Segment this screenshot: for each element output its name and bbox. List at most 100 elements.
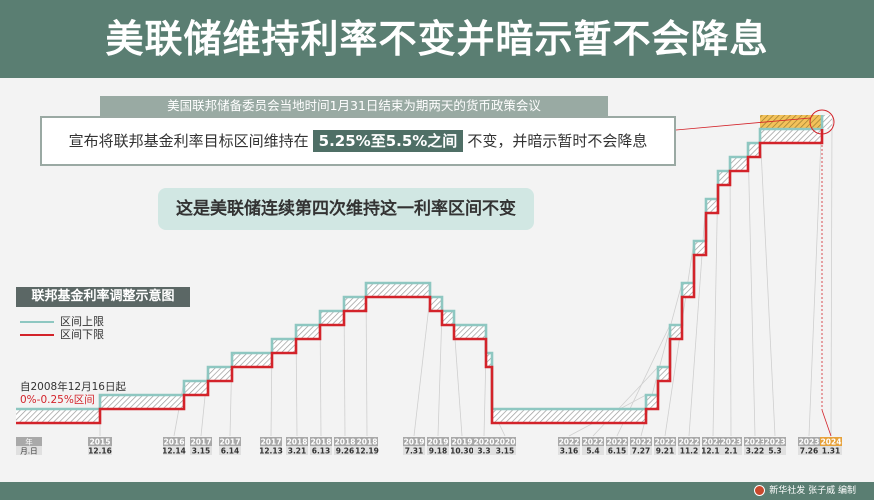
date-tick-label: 12.13 bbox=[259, 447, 283, 456]
year-tick-label: 2020 bbox=[474, 438, 495, 447]
rate-band bbox=[320, 311, 344, 325]
year-tick-label: 2019 bbox=[452, 438, 473, 447]
date-row-header-label: 月.日 bbox=[20, 447, 37, 456]
year-chip bbox=[451, 437, 473, 446]
date-tick-label: 9.18 bbox=[429, 447, 448, 456]
rate-band bbox=[366, 283, 430, 297]
rate-band bbox=[16, 409, 100, 423]
rate-band bbox=[184, 381, 208, 395]
guide-line bbox=[830, 114, 833, 437]
date-tick-label: 12.14 bbox=[701, 447, 725, 456]
year-chip bbox=[678, 437, 700, 446]
date-tick-label: 3.16 bbox=[560, 447, 579, 456]
year-chip bbox=[286, 437, 308, 446]
rate-band bbox=[208, 367, 232, 381]
year-chip bbox=[744, 437, 766, 446]
guide-line bbox=[413, 296, 431, 437]
year-chip bbox=[820, 437, 842, 446]
year-tick-label: 2023 bbox=[799, 438, 820, 447]
rate-band bbox=[748, 143, 760, 157]
rate-band bbox=[296, 325, 320, 339]
legend-lower-label: 区间下限 bbox=[60, 328, 104, 341]
upper-bound-line bbox=[16, 115, 824, 411]
decision-prefix: 宣布将联邦基金利率目标区间维持在 bbox=[68, 132, 309, 150]
date-chip bbox=[356, 446, 378, 455]
date-chip bbox=[820, 446, 842, 455]
date-tick-label: 1.31 bbox=[822, 447, 841, 456]
date-chip bbox=[219, 446, 241, 455]
date-chip bbox=[654, 446, 676, 455]
callout-circle bbox=[809, 109, 835, 135]
year-chip bbox=[310, 437, 332, 446]
date-chip bbox=[798, 446, 820, 455]
rate-band bbox=[344, 297, 366, 311]
year-chip bbox=[494, 437, 516, 446]
guide-line bbox=[592, 366, 659, 437]
guide-line bbox=[808, 114, 823, 437]
year-tick-label: 2018 bbox=[287, 438, 308, 447]
year-tick-label: 2019 bbox=[428, 438, 449, 447]
year-chip bbox=[403, 437, 425, 446]
date-chip bbox=[678, 446, 700, 455]
year-tick-label: 2023 bbox=[765, 438, 786, 447]
date-chip bbox=[286, 446, 308, 455]
rate-band bbox=[646, 395, 658, 409]
year-tick-label: 2022 bbox=[655, 438, 676, 447]
guide-line bbox=[712, 170, 719, 437]
year-tick-label: 2022 bbox=[703, 438, 724, 447]
rate-band bbox=[100, 395, 184, 409]
date-chip bbox=[582, 446, 604, 455]
year-chip bbox=[654, 437, 676, 446]
legend-lower: 区间下限 bbox=[20, 328, 104, 342]
year-tick-label: 2022 bbox=[559, 438, 580, 447]
rate-range-highlight: 5.25%至5.5%之间 bbox=[312, 130, 464, 152]
meeting-banner: 美国联邦储备委员会当地时间1月31日结束为期两天的货币政策会议 bbox=[100, 96, 608, 116]
guide-line bbox=[453, 324, 463, 437]
rate-band bbox=[658, 367, 670, 381]
year-tick-label: 2022 bbox=[607, 438, 628, 447]
year-tick-label: 2019 bbox=[404, 438, 425, 447]
guide-line bbox=[640, 282, 683, 437]
date-chip bbox=[427, 446, 449, 455]
year-chip bbox=[473, 437, 495, 446]
date-chip bbox=[764, 446, 786, 455]
legend-lower-swatch bbox=[20, 334, 54, 336]
year-tick-label: 2023 bbox=[745, 438, 766, 447]
rate-band bbox=[442, 311, 454, 325]
date-tick-label: 6.15 bbox=[608, 447, 627, 456]
xinhua-logo-icon bbox=[754, 485, 766, 496]
date-tick-label: 12.14 bbox=[162, 447, 186, 456]
year-chip bbox=[219, 437, 241, 446]
date-chip bbox=[334, 446, 356, 455]
rate-band bbox=[706, 199, 718, 213]
date-tick-label: 10.30 bbox=[450, 447, 474, 456]
year-tick-label: 2018 bbox=[357, 438, 378, 447]
date-tick-label: 6.13 bbox=[312, 447, 331, 456]
date-chip bbox=[702, 446, 724, 455]
date-chip bbox=[190, 446, 212, 455]
year-chip bbox=[720, 437, 742, 446]
date-tick-label: 5.4 bbox=[586, 447, 599, 456]
year-chip bbox=[427, 437, 449, 446]
year-tick-label: 2015 bbox=[90, 438, 111, 447]
year-tick-label: 2024 bbox=[821, 438, 842, 447]
guide-line bbox=[759, 128, 776, 437]
date-chip bbox=[606, 446, 628, 455]
year-tick-label: 2017 bbox=[220, 438, 241, 447]
date-chip bbox=[310, 446, 332, 455]
year-tick-label: 2018 bbox=[335, 438, 356, 447]
date-chip bbox=[558, 446, 580, 455]
callout-connector bbox=[675, 117, 811, 131]
footer-bar: 新华社发 张子威 编制 bbox=[0, 482, 874, 500]
date-chip bbox=[260, 446, 282, 455]
date-tick-label: 2.1 bbox=[724, 447, 737, 456]
date-tick-label: 3.21 bbox=[288, 447, 307, 456]
initial-range-label: 0%-0.25%区间 bbox=[20, 394, 95, 406]
guide-line bbox=[437, 310, 443, 437]
rate-band bbox=[486, 353, 492, 367]
rate-band bbox=[822, 115, 832, 129]
callout-drop-line-2 bbox=[821, 409, 832, 437]
date-tick-label: 7.26 bbox=[800, 447, 819, 456]
rate-band bbox=[760, 129, 822, 143]
